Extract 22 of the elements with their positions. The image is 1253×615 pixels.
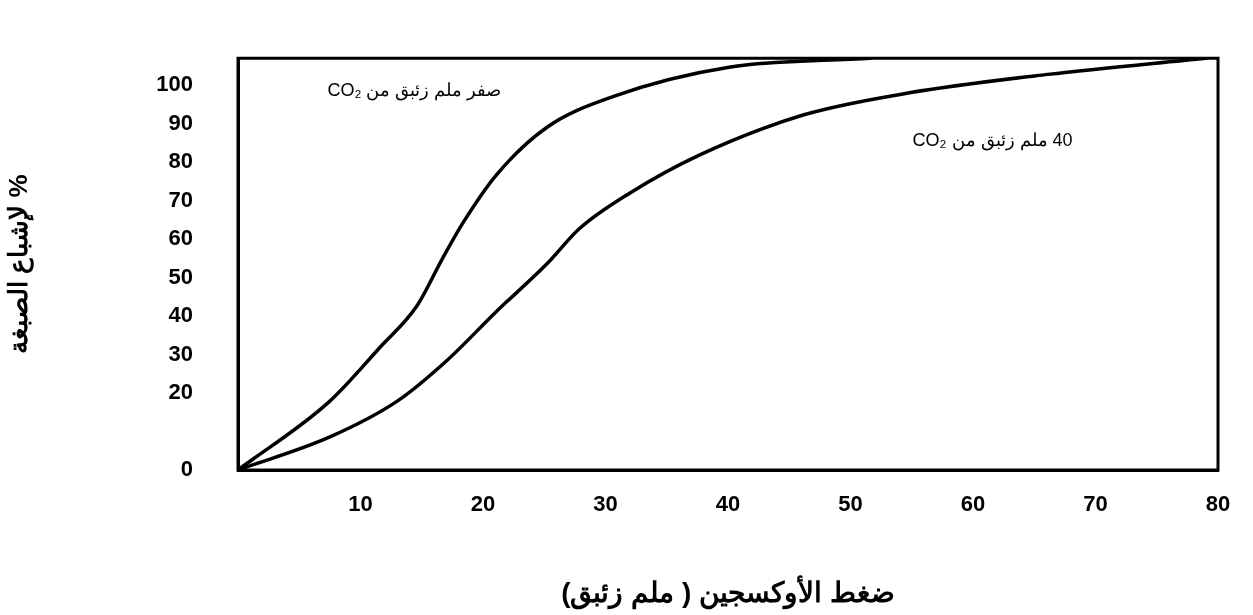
x-tick-label: 60 — [960, 491, 986, 517]
y-axis-title: % لإشباع الصبغة — [2, 174, 34, 354]
x-tick-label: 80 — [1205, 491, 1231, 517]
y-tick-label: 70 — [168, 186, 193, 212]
x-tick-label: 40 — [715, 491, 741, 517]
y-tick-label: 40 — [168, 302, 193, 328]
y-tick-label: 30 — [168, 340, 193, 366]
annotation: صفر ملم زئبق من CO₂ — [327, 80, 502, 102]
x-tick-label: 30 — [593, 491, 618, 517]
x-tick-label: 10 — [348, 491, 373, 517]
annotation: 40 ملم زئبق من CO₂ — [912, 129, 1073, 151]
y-tick-label: 90 — [168, 109, 193, 135]
x-tick-label: 50 — [838, 491, 863, 517]
y-tick-label: 0 — [180, 456, 193, 482]
y-tick-label: 20 — [168, 379, 193, 405]
y-tick-label: 80 — [168, 148, 193, 174]
y-tick-label: 50 — [168, 263, 193, 289]
y-tick-label: 60 — [168, 225, 193, 251]
x-axis-title: ضغط الأوكسجين ( ملم زئبق) — [561, 574, 895, 610]
y-tick-label: 100 — [156, 71, 193, 97]
x-tick-label: 70 — [1083, 491, 1108, 517]
x-tick-label: 20 — [470, 491, 496, 517]
